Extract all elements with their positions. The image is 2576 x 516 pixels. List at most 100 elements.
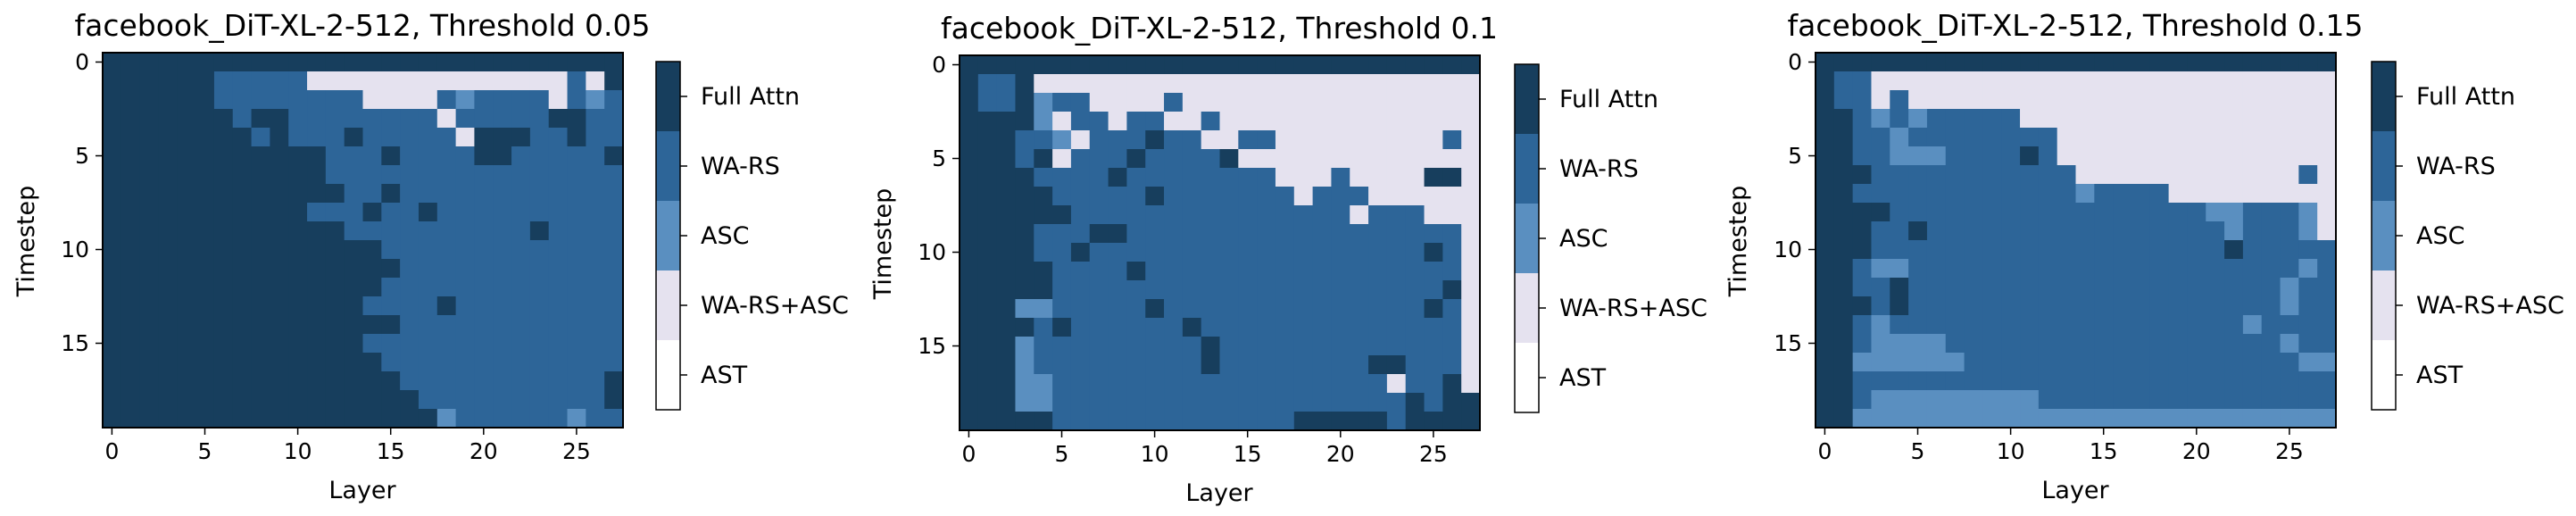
heatmap-cell	[2298, 390, 2318, 410]
heatmap-cell	[177, 203, 196, 222]
heatmap-cell	[232, 259, 253, 279]
heatmap-cell	[1350, 393, 1369, 412]
heatmap-cell	[1442, 280, 1462, 300]
heatmap-cell	[2094, 71, 2114, 91]
heatmap-cell	[213, 165, 234, 185]
heatmap-cell	[1145, 187, 1165, 206]
heatmap-cell	[1034, 374, 1053, 394]
heatmap-cell	[1908, 390, 1928, 410]
heatmap-cell	[977, 149, 998, 169]
heatmap-cell	[103, 109, 122, 129]
heatmap-cell	[139, 128, 160, 147]
heatmap-cell	[1926, 409, 1947, 429]
heatmap-cell	[2280, 71, 2299, 91]
heatmap-cell	[2094, 53, 2114, 72]
heatmap-cell	[1908, 71, 1928, 91]
heatmap-cell	[1312, 112, 1333, 131]
heatmap-cell	[567, 334, 586, 354]
heatmap-cell	[103, 315, 122, 335]
heatmap-cell	[2168, 90, 2189, 110]
heatmap-cell	[586, 371, 605, 391]
heatmap-cell	[2075, 221, 2095, 241]
heatmap-cell	[400, 259, 420, 279]
heatmap-cell	[529, 259, 550, 279]
heatmap-cell	[1089, 55, 1109, 75]
heatmap-cell	[586, 221, 605, 241]
heatmap-cell	[270, 240, 289, 260]
heatmap-cell	[232, 109, 253, 129]
heatmap-cell	[455, 296, 476, 316]
heatmap-cell	[2317, 390, 2337, 410]
heatmap-cell	[2261, 109, 2281, 129]
heatmap-cell	[548, 109, 569, 129]
heatmap-cell	[1164, 412, 1184, 431]
heatmap-cell	[511, 240, 531, 260]
heatmap-cell	[1350, 205, 1369, 225]
heatmap-cell	[1890, 315, 1909, 335]
heatmap-cell	[1293, 74, 1314, 94]
heatmap-cell	[548, 165, 569, 185]
heatmap-cell	[1312, 355, 1333, 375]
heatmap-cell	[2168, 109, 2189, 129]
heatmap-cell	[251, 165, 270, 185]
heatmap-cell	[1871, 203, 1890, 222]
heatmap-cell	[2020, 296, 2040, 316]
heatmap-cell	[2075, 315, 2095, 335]
heatmap-cell	[120, 221, 141, 241]
heatmap-cell	[1201, 412, 1221, 431]
heatmap-cell	[2113, 146, 2132, 166]
heatmap-cell	[1238, 130, 1258, 150]
heatmap-cell	[1368, 205, 1388, 225]
heatmap-cell	[586, 128, 605, 147]
heatmap-cell	[1350, 318, 1369, 337]
heatmap-cell	[529, 390, 550, 410]
heatmap-cell	[1219, 337, 1239, 356]
heatmap-cell	[325, 184, 345, 204]
panel-3-y-label: Timestep	[1724, 186, 1752, 297]
heatmap-cell	[1926, 259, 1947, 279]
heatmap-cell	[251, 315, 270, 335]
heatmap-cell	[139, 109, 160, 129]
heatmap-cell	[455, 259, 476, 279]
heatmap-cell	[474, 146, 494, 166]
heatmap-cell	[1982, 278, 2002, 297]
heatmap-cell	[1386, 187, 1407, 206]
heatmap-cell	[1461, 355, 1481, 375]
heatmap-cell	[158, 165, 178, 185]
heatmap-cell	[1164, 243, 1184, 262]
heatmap-cell	[1034, 337, 1053, 356]
heatmap-cell	[177, 90, 196, 110]
heatmap-cell	[977, 393, 998, 412]
heatmap-cell	[455, 409, 476, 429]
heatmap-cell	[251, 409, 270, 429]
heatmap-cell	[996, 224, 1017, 244]
heatmap-cell	[2149, 90, 2170, 110]
heatmap-cell	[2020, 371, 2040, 391]
heatmap-cell	[2206, 165, 2225, 185]
panel-3-x-tick: 20	[2182, 438, 2211, 464]
heatmap-cell	[977, 280, 998, 300]
heatmap-cell	[1945, 259, 1965, 279]
heatmap-cell	[1164, 93, 1184, 112]
heatmap-cell	[2038, 240, 2058, 260]
heatmap-cell	[270, 334, 289, 354]
heatmap-cell	[381, 203, 401, 222]
heatmap-cell	[2317, 184, 2337, 204]
heatmap-cell	[1386, 262, 1407, 281]
heatmap-cell	[1126, 318, 1146, 337]
heatmap-cell	[362, 165, 382, 185]
heatmap-cell	[1201, 337, 1221, 356]
heatmap-cell	[2020, 53, 2040, 72]
heatmap-cell	[436, 240, 457, 260]
heatmap-cell	[1312, 299, 1333, 319]
heatmap-cell	[2261, 334, 2281, 354]
heatmap-cell	[2206, 315, 2225, 335]
heatmap-cell	[2261, 390, 2281, 410]
heatmap-cell	[1871, 315, 1890, 335]
heatmap-cell	[232, 184, 253, 204]
heatmap-cell	[1833, 259, 1854, 279]
heatmap-cell	[1293, 318, 1314, 337]
heatmap-cell	[325, 90, 345, 110]
heatmap-cell	[177, 109, 196, 129]
heatmap-cell	[1164, 187, 1184, 206]
